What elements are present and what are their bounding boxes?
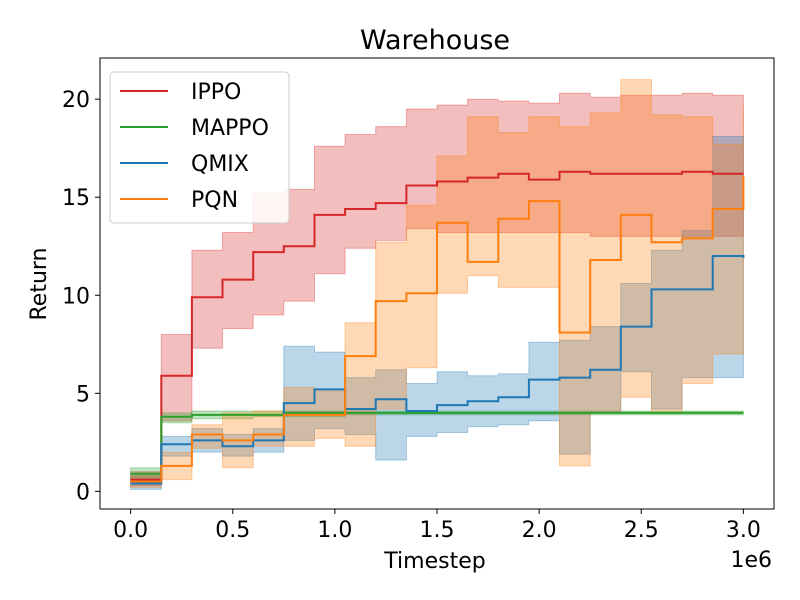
x-tick-label: 3.0 bbox=[726, 518, 761, 543]
x-tick-label: 2.0 bbox=[522, 518, 557, 543]
y-axis-ticks: 0 5 10 15 20 bbox=[62, 88, 100, 505]
series-lines bbox=[130, 170, 745, 485]
y-tick-label: 15 bbox=[62, 186, 90, 211]
line-mappo bbox=[130, 411, 744, 475]
legend-frame bbox=[109, 71, 290, 224]
x-axis-ticks: 0.0 0.5 1.0 1.5 2.0 2.5 3.0 bbox=[113, 509, 761, 543]
x-tick-label: 1.5 bbox=[420, 518, 455, 543]
x-tick-label: 2.5 bbox=[624, 518, 659, 543]
y-tick-label: 5 bbox=[76, 382, 90, 407]
line-qmix bbox=[130, 255, 745, 485]
x-tick-label: 0.5 bbox=[215, 518, 250, 543]
y-tick-label: 0 bbox=[76, 480, 90, 505]
x-axis-label: Timestep bbox=[383, 549, 485, 574]
band-mappo bbox=[130, 410, 744, 481]
chart-title: Warehouse bbox=[360, 25, 510, 56]
legend: IPPO MAPPO QMIX PQN bbox=[109, 71, 290, 224]
x-tick-label: 1.0 bbox=[317, 518, 352, 543]
legend-label-qmix: QMIX bbox=[191, 152, 249, 177]
legend-label-mappo: MAPPO bbox=[191, 116, 269, 141]
legend-label-pqn: PQN bbox=[191, 188, 238, 213]
y-axis-label: Return bbox=[27, 247, 52, 320]
line-pqn bbox=[130, 175, 745, 483]
x-axis-offset-label: 1e6 bbox=[730, 548, 772, 573]
x-tick-label: 0.0 bbox=[113, 518, 148, 543]
line-ippo bbox=[130, 170, 744, 481]
y-tick-label: 10 bbox=[62, 284, 90, 309]
y-tick-label: 20 bbox=[62, 88, 90, 113]
legend-label-ippo: IPPO bbox=[191, 80, 241, 105]
